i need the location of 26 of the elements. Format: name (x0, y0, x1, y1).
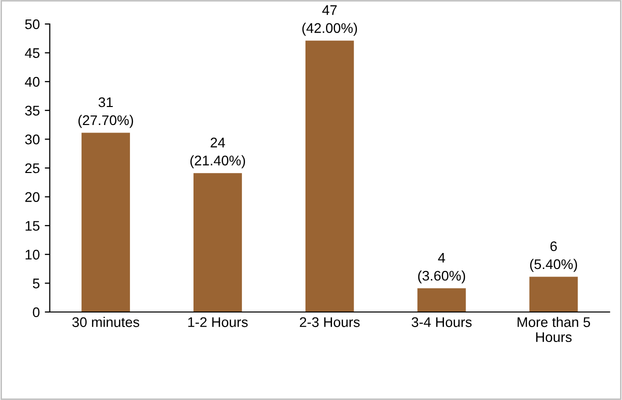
bar (417, 288, 466, 312)
bar (82, 132, 130, 312)
data-label: 6 (5.40%) (530, 241, 578, 272)
x-tick-label: 30 minutes (72, 316, 140, 328)
y-tick-label: 40 (24, 76, 40, 87)
y-tick-label: 20 (25, 192, 40, 202)
y-tick-label: 5 (32, 278, 40, 288)
data-label: 31 (27.70%) (78, 97, 134, 128)
bar (193, 173, 242, 312)
x-tick-label: 1-2 Hours (188, 317, 248, 328)
y-tick-label: 10 (26, 250, 40, 260)
y-tick-label: 0 (32, 307, 40, 318)
y-tick-label: 45 (24, 48, 40, 58)
x-tick-label: More than 5 Hours (518, 316, 590, 342)
data-label: 4 (3.60%) (418, 252, 466, 284)
bar (529, 276, 578, 312)
data-label: 24 (21.40%) (190, 138, 246, 168)
y-tick-label: 25 (25, 163, 40, 174)
y-tick-label: 30 (25, 134, 40, 144)
data-label: 47 (42.00%) (302, 5, 357, 36)
bar (305, 40, 354, 312)
x-tick-label: 2-3 Hours (300, 317, 360, 328)
x-tick-label: 3-4 Hours (412, 317, 472, 328)
y-tick-label: 50 (25, 19, 40, 30)
y-tick-label: 15 (26, 221, 40, 231)
y-tick-label: 35 (25, 106, 40, 116)
